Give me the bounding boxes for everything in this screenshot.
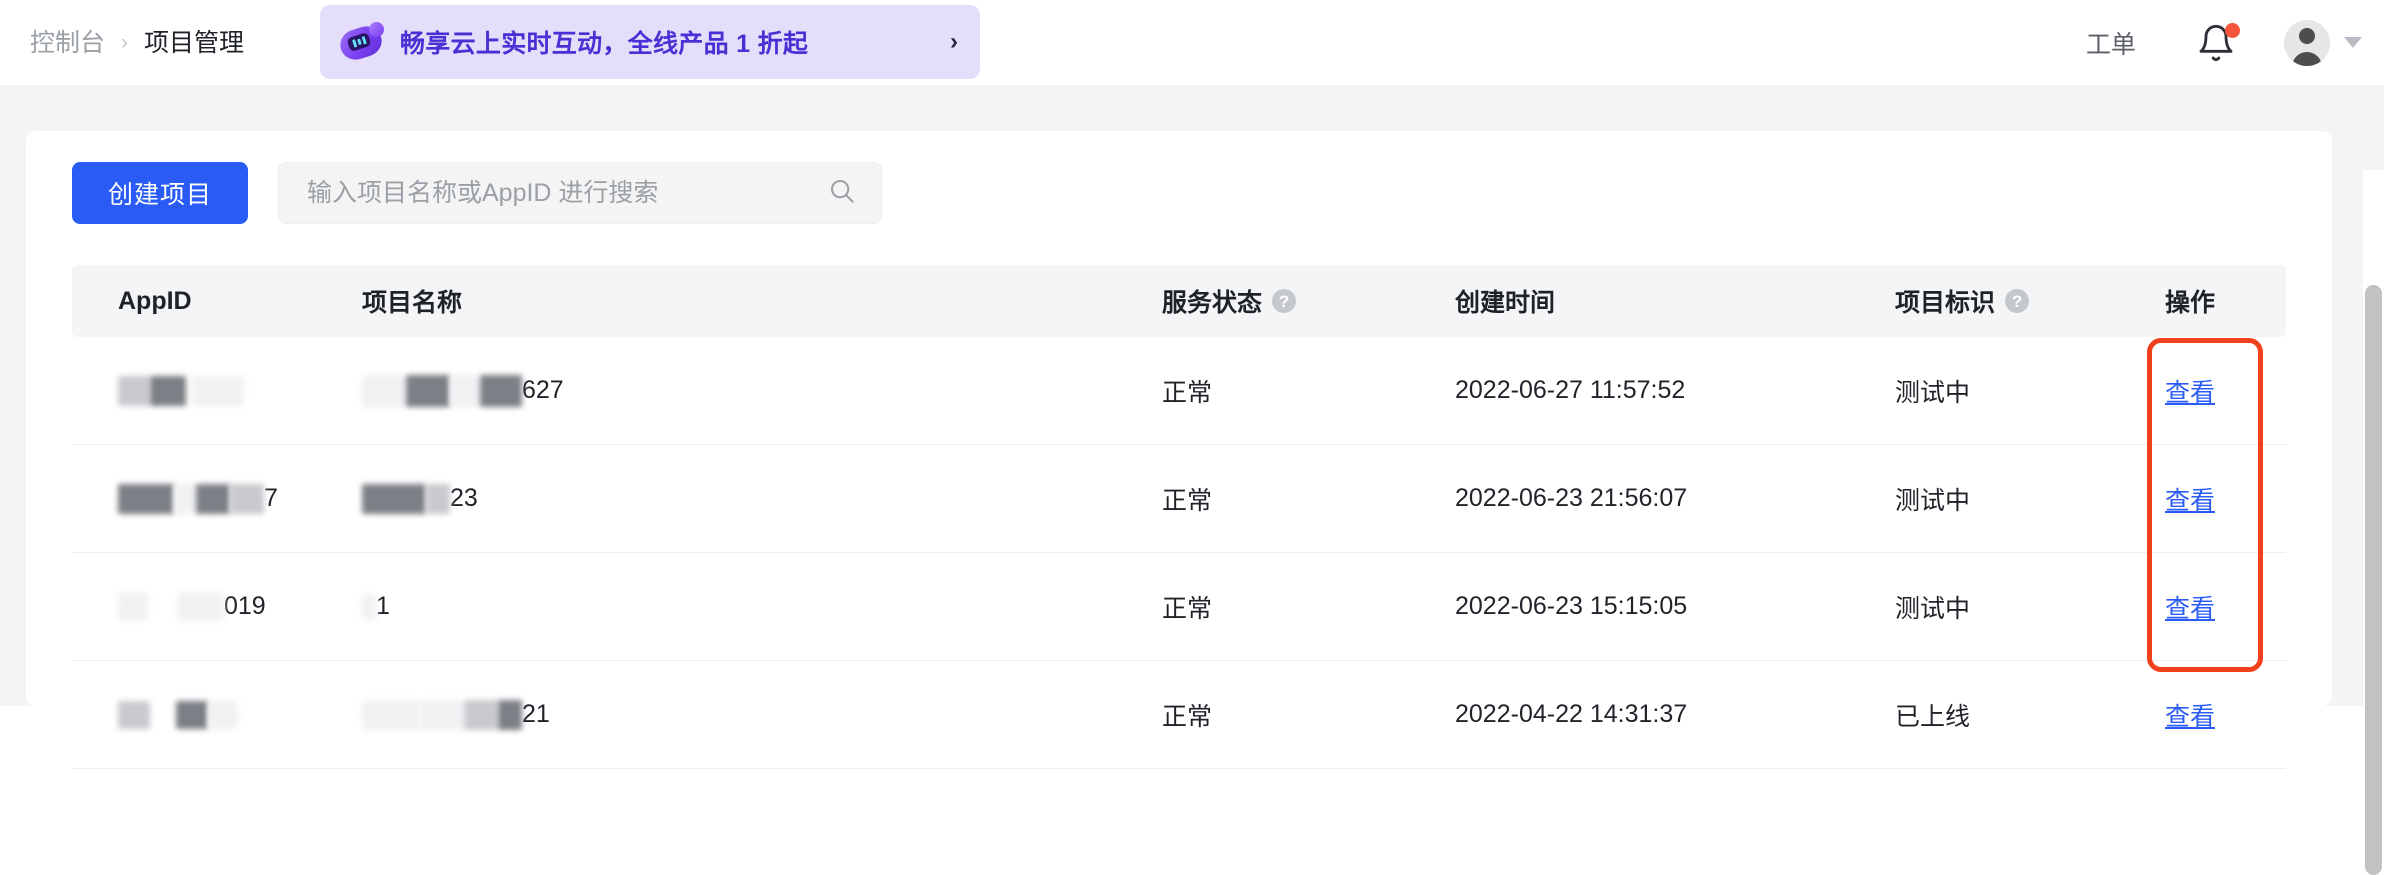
cell-appid: 019	[72, 552, 362, 661]
cell-created: 2022-04-22 14:31:37	[1455, 660, 1895, 769]
help-icon[interactable]: ?	[1272, 289, 1297, 313]
view-link[interactable]: 查看	[2165, 378, 2216, 407]
chevron-down-icon[interactable]	[2344, 37, 2362, 48]
breadcrumb-current: 项目管理	[144, 29, 245, 57]
cell-tag: 测试中	[1895, 444, 2165, 553]
name-visible-suffix: 21	[522, 700, 550, 728]
column-header-appid[interactable]: AppID	[72, 265, 362, 337]
cell-name: 23	[362, 444, 1162, 553]
column-header-tag[interactable]: 项目标识 ?	[1895, 265, 2165, 337]
redacted-appid	[118, 700, 362, 729]
page-body: 创建项目 AppID	[0, 85, 2384, 875]
redacted-appid: 7	[118, 483, 362, 514]
ticket-link[interactable]: 工单	[2085, 30, 2136, 59]
cell-action: 查看	[2165, 444, 2286, 553]
avatar[interactable]	[2284, 19, 2330, 66]
redacted-appid	[118, 375, 362, 406]
cell-action: 查看	[2165, 552, 2286, 661]
cell-appid	[72, 337, 362, 445]
column-label: 操作	[2165, 289, 2216, 317]
table-row[interactable]: 7 23 正常 2022-06-23 21:56:07 测试中	[72, 444, 2286, 553]
column-header-action[interactable]: 操作	[2165, 265, 2286, 337]
list-toolbar: 创建项目	[72, 162, 882, 224]
cell-action: 查看	[2165, 660, 2286, 769]
column-label: 服务状态	[1162, 289, 1263, 317]
name-visible-suffix: 1	[376, 592, 390, 620]
cell-tag: 已上线	[1895, 660, 2165, 769]
redacted-appid: 019	[118, 592, 362, 621]
cell-status: 正常	[1162, 444, 1455, 553]
cell-appid	[72, 660, 362, 769]
cell-tag: 测试中	[1895, 337, 2165, 445]
cell-status: 正常	[1162, 552, 1455, 661]
project-list-card: 创建项目 AppID	[26, 131, 2332, 769]
redacted-project-name: 23	[362, 483, 1162, 514]
view-link[interactable]: 查看	[2165, 702, 2216, 731]
cell-name: 627	[362, 337, 1162, 445]
promo-chevron-right-icon[interactable]: ›	[950, 28, 958, 55]
table-row[interactable]: 21 正常 2022-04-22 14:31:37 已上线 查看	[72, 660, 2286, 769]
column-label: 项目标识	[1895, 289, 1996, 317]
view-link[interactable]: 查看	[2165, 486, 2216, 515]
name-visible-suffix: 23	[450, 484, 478, 512]
breadcrumb-separator-icon: ›	[121, 31, 129, 54]
promo-banner-text: 畅享云上实时互动，全线产品 1 折起	[400, 30, 809, 58]
cell-status: 正常	[1162, 660, 1455, 769]
cell-action: 查看	[2165, 337, 2286, 445]
column-header-status[interactable]: 服务状态 ?	[1162, 265, 1455, 337]
column-label: 创建时间	[1455, 289, 1556, 317]
project-table: AppID 项目名称 服务状态 ? 创建时间	[72, 265, 2286, 769]
search-icon[interactable]	[827, 176, 857, 211]
table-header-row: AppID 项目名称 服务状态 ? 创建时间	[72, 265, 2286, 337]
notification-badge-dot	[2225, 22, 2240, 38]
name-visible-suffix: 627	[522, 376, 564, 404]
breadcrumb-root[interactable]: 控制台	[30, 29, 106, 57]
column-label: 项目名称	[362, 289, 463, 317]
cell-created: 2022-06-23 21:56:07	[1455, 444, 1895, 553]
top-header-bar: 控制台 › 项目管理 畅享云上实时互动，全线产品 1 折起 › 工单	[0, 0, 2384, 85]
cell-appid: 7	[72, 444, 362, 553]
table-row[interactable]: 627 正常 2022-06-27 11:57:52 测试中 查看	[72, 337, 2286, 445]
scrollbar-thumb[interactable]	[2365, 285, 2382, 875]
promo-banner[interactable]: 畅享云上实时互动，全线产品 1 折起 ›	[320, 5, 980, 79]
cell-tag: 测试中	[1895, 552, 2165, 661]
header-right-cluster: 工单	[2086, 0, 2362, 85]
column-header-created[interactable]: 创建时间	[1455, 265, 1895, 337]
notification-bell-button[interactable]	[2196, 22, 2240, 63]
redacted-project-name: 1	[362, 592, 1162, 621]
table-header: AppID 项目名称 服务状态 ? 创建时间	[72, 265, 2286, 337]
column-label: AppID	[118, 286, 192, 315]
search-box[interactable]	[278, 162, 882, 224]
table-body: 627 正常 2022-06-27 11:57:52 测试中 查看	[72, 337, 2286, 769]
create-project-button[interactable]: 创建项目	[72, 162, 248, 224]
cell-created: 2022-06-23 15:15:05	[1455, 552, 1895, 661]
redacted-project-name: 21	[362, 699, 1162, 730]
cell-name: 1	[362, 552, 1162, 661]
cell-status: 正常	[1162, 337, 1455, 445]
appid-visible-suffix: 019	[224, 592, 266, 620]
view-link[interactable]: 查看	[2165, 594, 2216, 623]
column-header-name[interactable]: 项目名称	[362, 265, 1162, 337]
appid-visible-suffix: 7	[264, 484, 278, 512]
redacted-project-name: 627	[362, 374, 1162, 407]
table-row[interactable]: 019 1 正常 2022-06-23 15:15:05 测试中 查看	[72, 552, 2286, 661]
search-input[interactable]	[305, 177, 817, 209]
cell-name: 21	[362, 660, 1162, 769]
vertical-scrollbar[interactable]	[2363, 170, 2384, 875]
promo-device-icon	[336, 20, 390, 64]
bell-icon	[2199, 24, 2233, 61]
cell-created: 2022-06-27 11:57:52	[1455, 337, 1895, 445]
breadcrumb: 控制台 › 项目管理	[30, 27, 244, 59]
help-icon[interactable]: ?	[2005, 289, 2030, 313]
